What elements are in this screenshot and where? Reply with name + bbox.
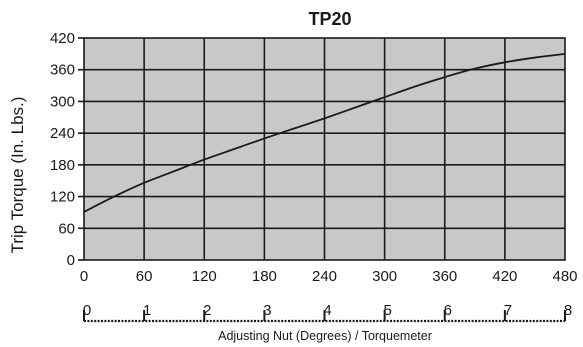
x-tick-label: 120 bbox=[192, 268, 217, 285]
scale-tick-label: 2 bbox=[203, 302, 211, 319]
plot-frame bbox=[83, 37, 566, 261]
x-tick-labels: 0 60 120 180 240 300 360 420 480 bbox=[80, 268, 578, 285]
scale-tick-label: 4 bbox=[323, 302, 331, 319]
x-tick-label: 0 bbox=[80, 268, 88, 285]
scale-tick-label: 0 bbox=[83, 302, 91, 319]
x-tick-label: 300 bbox=[372, 268, 397, 285]
x-tick-label: 480 bbox=[552, 268, 577, 285]
y-tick-label: 240 bbox=[50, 125, 75, 142]
y-tick-label: 420 bbox=[50, 30, 75, 47]
gridlines bbox=[78, 37, 565, 261]
y-tick-label: 300 bbox=[50, 93, 75, 110]
x-tick-label: 180 bbox=[252, 268, 277, 285]
scale-tick-label: 6 bbox=[444, 302, 452, 319]
scale-tick-label: 7 bbox=[504, 302, 512, 319]
x-tick-label: 240 bbox=[312, 268, 337, 285]
y-tick-label: 0 bbox=[67, 252, 75, 269]
y-axis-label: Trip Torque (In. Lbs.) bbox=[8, 97, 27, 254]
y-tick-label: 360 bbox=[50, 62, 75, 79]
torquemeter-scale: 0 1 2 3 4 5 6 7 8 bbox=[83, 302, 572, 323]
y-tick-label: 60 bbox=[58, 220, 75, 237]
scale-tick-label: 3 bbox=[263, 302, 271, 319]
scale-tick-label: 8 bbox=[564, 302, 572, 319]
x-tick-label: 420 bbox=[492, 268, 517, 285]
trip-torque-curve bbox=[83, 52, 566, 213]
secondary-x-axis-label: Adjusting Nut (Degrees) / Torquemeter bbox=[218, 329, 432, 343]
chart-title: TP20 bbox=[308, 9, 351, 29]
x-tick-label: 60 bbox=[136, 268, 153, 285]
y-tick-label: 120 bbox=[50, 189, 75, 206]
y-tick-labels: 0 60 120 180 240 300 360 420 bbox=[50, 30, 75, 269]
y-tick-label: 180 bbox=[50, 157, 75, 174]
scale-tick-label: 5 bbox=[383, 302, 391, 319]
scale-tick-label: 1 bbox=[143, 302, 151, 319]
x-tick-label: 360 bbox=[432, 268, 457, 285]
